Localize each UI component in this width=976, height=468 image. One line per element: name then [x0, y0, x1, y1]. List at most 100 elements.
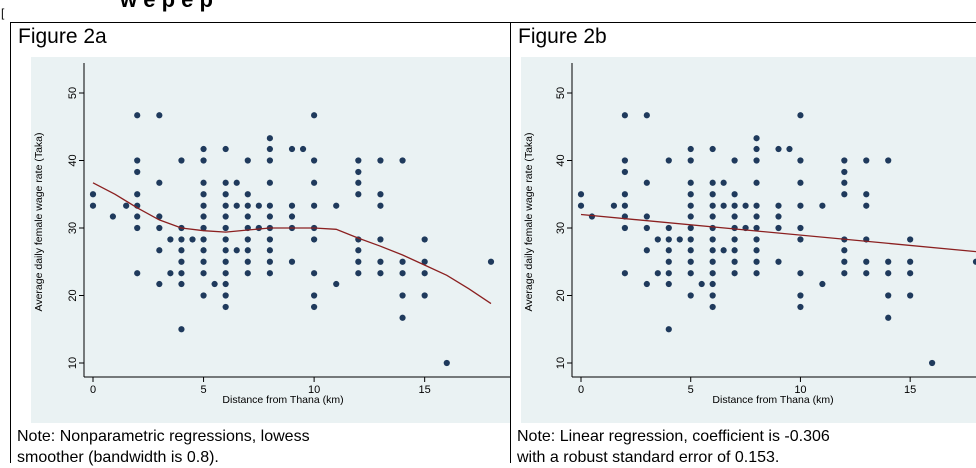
figure-panel-2b: Figure 2b 10 20 30 40 50 0 5 10 15 Distance from … — [511, 23, 976, 466]
data-point — [775, 145, 782, 153]
data-point — [288, 213, 296, 220]
data-point — [266, 247, 273, 254]
data-point — [222, 179, 229, 186]
figure-frame — [10, 22, 976, 463]
data-point — [720, 202, 727, 209]
data-point — [222, 191, 229, 198]
data-point — [841, 191, 848, 198]
x-axis-title: Distance from Thana (km) — [712, 394, 833, 406]
data-point — [222, 247, 229, 254]
y-tick-label: 30 — [67, 222, 79, 234]
data-point — [200, 224, 207, 232]
data-point — [907, 236, 914, 243]
data-point — [443, 359, 450, 367]
data-point — [577, 202, 585, 209]
data-point — [775, 258, 782, 265]
data-point — [288, 258, 296, 265]
data-point — [621, 224, 628, 232]
data-point — [266, 179, 273, 186]
data-point — [687, 145, 694, 153]
data-point — [753, 135, 760, 142]
y-tick-label: 40 — [555, 154, 567, 166]
data-point — [311, 270, 318, 277]
data-point — [211, 280, 218, 288]
header-strip: [ w e p e p — [0, 0, 976, 22]
data-point — [167, 236, 174, 243]
data-point — [709, 292, 716, 299]
data-point — [753, 270, 760, 277]
data-point — [687, 179, 694, 186]
data-point — [156, 247, 163, 254]
data-point — [178, 236, 185, 243]
y-axis-title: Average daily female wage rate (Taka) — [33, 133, 45, 312]
x-tick-label: 5 — [200, 384, 206, 396]
data-point — [885, 258, 892, 265]
data-point — [753, 213, 760, 220]
data-point — [709, 247, 716, 254]
data-point — [421, 258, 428, 265]
note-line-1: Note: Nonparametric regressions, lowess — [17, 428, 310, 445]
data-point — [222, 258, 229, 265]
data-point — [709, 224, 716, 232]
data-point — [665, 280, 672, 288]
data-point — [421, 270, 428, 277]
data-point — [731, 213, 738, 220]
data-point — [222, 236, 229, 243]
data-point — [665, 224, 672, 232]
data-point — [311, 112, 318, 119]
x-tick-label: 0 — [90, 384, 96, 396]
data-point — [797, 303, 804, 311]
data-point — [377, 258, 384, 265]
data-point — [797, 292, 804, 299]
data-point — [123, 202, 130, 209]
data-point — [621, 270, 628, 277]
data-point — [775, 202, 782, 209]
data-point — [266, 236, 273, 243]
data-point — [731, 191, 738, 198]
y-axis-title: Average daily female wage rate (Taka) — [523, 133, 535, 312]
data-point — [200, 213, 207, 220]
data-point — [233, 179, 240, 186]
data-point — [863, 191, 870, 198]
data-point — [643, 280, 650, 288]
data-point — [841, 270, 848, 277]
data-point — [266, 157, 273, 164]
figure-note: Note: Nonparametric regressions, lowess … — [17, 426, 310, 468]
x-tick-label: 5 — [688, 384, 694, 396]
data-point — [687, 213, 694, 220]
data-point — [753, 157, 760, 164]
data-point — [109, 213, 116, 220]
data-point — [399, 258, 406, 265]
data-point — [742, 202, 749, 209]
data-point — [687, 270, 694, 277]
data-point — [753, 179, 760, 186]
data-point — [200, 258, 207, 265]
data-point — [665, 258, 672, 265]
scatter-chart-2b: 10 20 30 40 50 0 5 10 15 Distance from Thana (km)… — [523, 63, 976, 406]
data-point — [819, 202, 826, 209]
data-point — [665, 157, 672, 164]
data-point — [621, 157, 628, 164]
data-point — [189, 236, 196, 243]
scatter-chart-2a: 10 20 30 40 50 0 5 10 15 Distance from Thana (km)… — [33, 63, 510, 406]
data-point — [89, 191, 97, 198]
data-point — [885, 314, 892, 321]
data-point — [709, 270, 716, 277]
data-point — [200, 202, 207, 209]
note-line-2: with a robust standard error of 0.153. — [517, 449, 780, 466]
data-point — [200, 179, 207, 186]
data-point — [333, 202, 340, 209]
data-point — [863, 270, 870, 277]
data-point — [200, 292, 207, 299]
data-point — [687, 224, 694, 232]
data-point — [233, 247, 240, 254]
data-point — [731, 157, 738, 164]
data-point — [731, 202, 738, 209]
data-point — [266, 135, 273, 142]
data-point — [753, 145, 760, 153]
data-point — [244, 258, 251, 265]
plot-area: 10 20 30 40 50 0 5 10 15 Distance from Thana (km)… — [521, 57, 976, 423]
data-point — [299, 145, 307, 153]
data-point — [156, 112, 163, 119]
data-point — [178, 280, 185, 288]
